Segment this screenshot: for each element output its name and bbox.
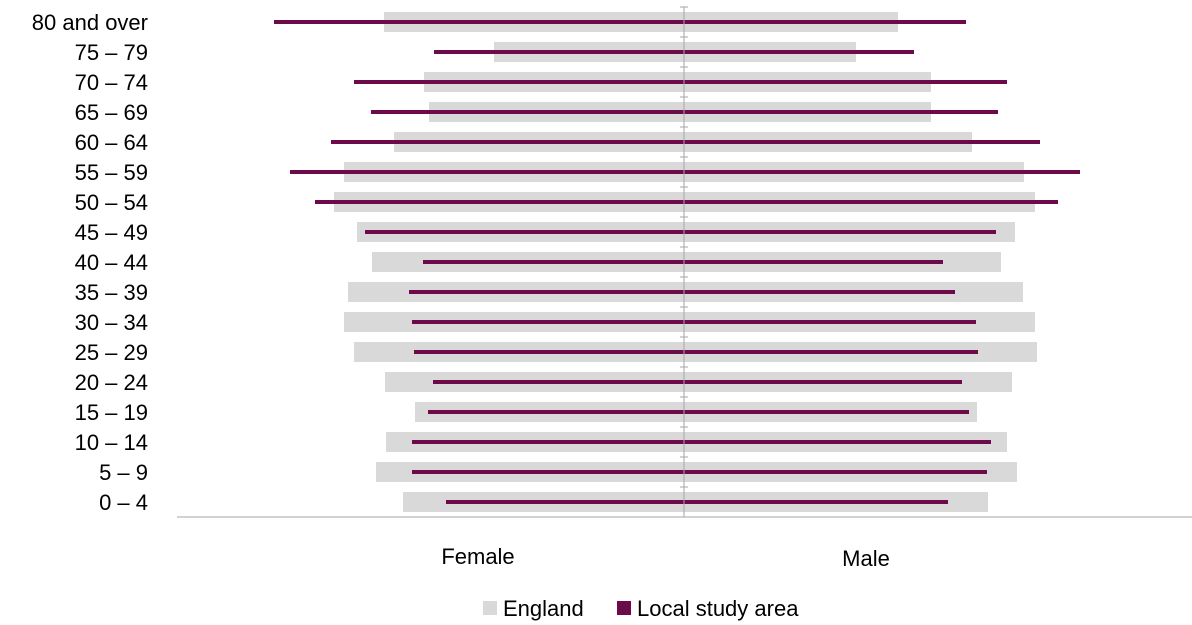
local-female-bar-50-54: [315, 200, 684, 204]
local-male-bar-10-14: [684, 440, 991, 444]
local-female-bar-75-79: [434, 50, 684, 54]
legend-label-england: England: [503, 596, 584, 621]
category-label-60-64: 60 – 64: [75, 130, 148, 155]
local-male-bar-60-64: [684, 140, 1040, 144]
category-label-65-69: 65 – 69: [75, 100, 148, 125]
category-label-55-59: 55 – 59: [75, 160, 148, 185]
local-male-bar-30-34: [684, 320, 976, 324]
female-label: Female: [441, 544, 514, 569]
local-study-area-bars: [274, 20, 1080, 504]
category-label-25-29: 25 – 29: [75, 340, 148, 365]
male-label: Male: [842, 546, 890, 571]
category-label-75-79: 75 – 79: [75, 40, 148, 65]
local-female-bar-5-9: [412, 470, 684, 474]
local-male-bar-65-69: [684, 110, 998, 114]
legend-swatch-england: [483, 601, 497, 615]
category-label-5-9: 5 – 9: [99, 460, 148, 485]
local-male-bar-40-44: [684, 260, 943, 264]
category-label-40-44: 40 – 44: [75, 250, 148, 275]
category-label-0-4: 0 – 4: [99, 490, 148, 515]
local-female-bar-65-69: [371, 110, 684, 114]
local-male-bar-0-4: [684, 500, 948, 504]
local-male-bar-75-79: [684, 50, 914, 54]
local-female-bar-45-49: [365, 230, 684, 234]
category-label-70-74: 70 – 74: [75, 70, 148, 95]
local-female-bar-10-14: [412, 440, 684, 444]
category-label-15-19: 15 – 19: [75, 400, 148, 425]
local-female-bar-15-19: [428, 410, 684, 414]
category-label-50-54: 50 – 54: [75, 190, 148, 215]
axes: [177, 6, 1192, 518]
category-labels: 80 and over 75 – 79 70 – 74 65 – 69 60 – 64 5…: [32, 10, 148, 515]
local-male-bar-70-74: [684, 80, 1007, 84]
legend-label-local-study-area: Local study area: [637, 596, 799, 621]
local-female-bar-30-34: [412, 320, 684, 324]
category-label-80-and-over: 80 and over: [32, 10, 148, 35]
local-male-bar-15-19: [684, 410, 969, 414]
local-female-bar-25-29: [414, 350, 684, 354]
local-male-bar-5-9: [684, 470, 987, 474]
category-label-35-39: 35 – 39: [75, 280, 148, 305]
local-female-bar-55-59: [290, 170, 684, 174]
local-male-bar-20-24: [684, 380, 962, 384]
local-male-bar-35-39: [684, 290, 955, 294]
category-label-20-24: 20 – 24: [75, 370, 148, 395]
local-male-bar-80-and-over: [684, 20, 966, 24]
local-female-bar-20-24: [433, 380, 684, 384]
category-label-45-49: 45 – 49: [75, 220, 148, 245]
legend: England Local study area: [483, 596, 799, 621]
local-male-bar-45-49: [684, 230, 996, 234]
local-female-bar-40-44: [423, 260, 684, 264]
local-female-bar-60-64: [331, 140, 684, 144]
local-male-bar-55-59: [684, 170, 1080, 174]
local-female-bar-0-4: [446, 500, 684, 504]
local-female-bar-80-and-over: [274, 20, 684, 24]
category-label-30-34: 30 – 34: [75, 310, 148, 335]
local-female-bar-35-39: [409, 290, 684, 294]
legend-swatch-local-study-area: [617, 601, 631, 615]
local-female-bar-70-74: [354, 80, 684, 84]
category-label-10-14: 10 – 14: [75, 430, 148, 455]
local-male-bar-50-54: [684, 200, 1058, 204]
local-male-bar-25-29: [684, 350, 978, 354]
